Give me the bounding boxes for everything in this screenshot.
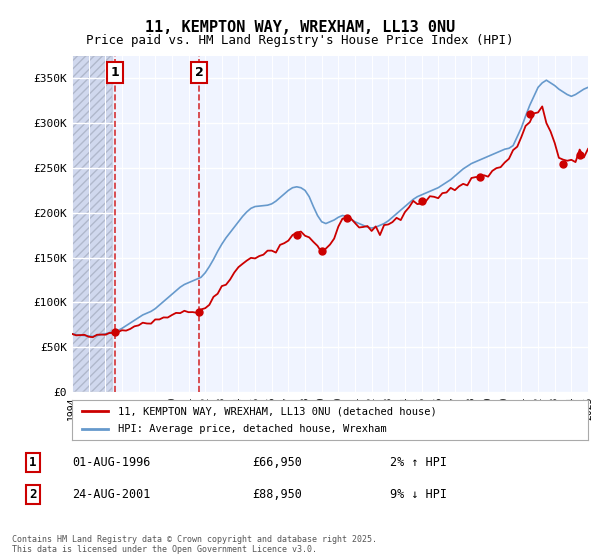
Text: 11, KEMPTON WAY, WREXHAM, LL13 0NU (detached house): 11, KEMPTON WAY, WREXHAM, LL13 0NU (deta…	[118, 407, 437, 417]
Text: 11, KEMPTON WAY, WREXHAM, LL13 0NU: 11, KEMPTON WAY, WREXHAM, LL13 0NU	[145, 20, 455, 35]
Text: 1: 1	[29, 456, 37, 469]
Text: 01-AUG-1996: 01-AUG-1996	[72, 456, 151, 469]
Bar	[72, 56, 112, 392]
Text: £66,950: £66,950	[252, 456, 302, 469]
Text: 24-AUG-2001: 24-AUG-2001	[72, 488, 151, 501]
Text: 2% ↑ HPI: 2% ↑ HPI	[390, 456, 447, 469]
Text: HPI: Average price, detached house, Wrexham: HPI: Average price, detached house, Wrex…	[118, 423, 387, 433]
Text: £88,950: £88,950	[252, 488, 302, 501]
Bar	[72, 56, 112, 392]
Text: Contains HM Land Registry data © Crown copyright and database right 2025.
This d: Contains HM Land Registry data © Crown c…	[12, 535, 377, 554]
Text: 1: 1	[111, 66, 119, 79]
Text: 9% ↓ HPI: 9% ↓ HPI	[390, 488, 447, 501]
Text: Price paid vs. HM Land Registry's House Price Index (HPI): Price paid vs. HM Land Registry's House …	[86, 34, 514, 46]
Text: 2: 2	[195, 66, 204, 79]
Text: 2: 2	[29, 488, 37, 501]
